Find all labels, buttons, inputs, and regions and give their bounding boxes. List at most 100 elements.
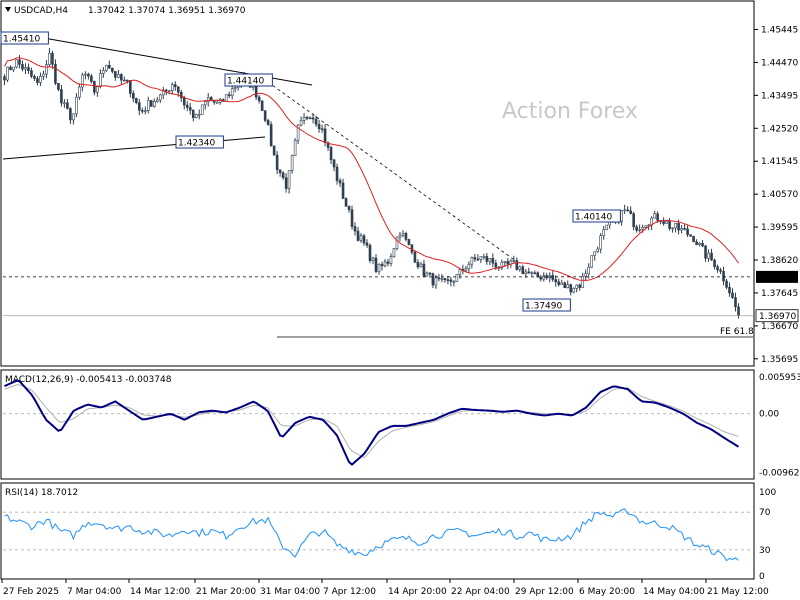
candle — [170, 82, 174, 95]
candle — [320, 124, 324, 133]
price-tick-label: 1.43495 — [761, 91, 798, 101]
candle — [111, 67, 114, 74]
candle-body — [45, 64, 48, 75]
candle — [650, 216, 653, 231]
candle-body — [464, 268, 468, 271]
candle-body — [18, 59, 21, 65]
candle — [218, 97, 222, 105]
time-tick-label: 6 May 20:00 — [579, 587, 635, 597]
candle — [413, 250, 417, 263]
candle — [485, 252, 489, 265]
candle-body — [692, 235, 695, 243]
candle — [518, 265, 522, 272]
candle-body — [602, 229, 605, 237]
time-tick-label: 31 Mar 04:00 — [260, 587, 320, 597]
candle-body — [686, 228, 689, 235]
candle-body — [374, 257, 378, 272]
candle — [263, 110, 267, 123]
candle — [533, 270, 537, 275]
candle-body — [48, 52, 51, 65]
candle — [173, 81, 177, 91]
candle — [203, 100, 207, 110]
candle — [191, 109, 195, 122]
candle-body — [500, 262, 504, 269]
candle — [395, 236, 399, 251]
candle-body — [557, 281, 561, 285]
moving-average-line — [4, 57, 739, 281]
dropdown-triangle-icon[interactable] — [5, 7, 11, 12]
candle-body — [662, 221, 665, 224]
candle-body — [353, 226, 357, 232]
candle — [42, 70, 45, 80]
candle — [66, 98, 69, 110]
candle-body — [671, 227, 674, 230]
candle-body — [176, 86, 180, 93]
candle-body — [57, 83, 60, 90]
candle-body — [27, 67, 30, 71]
candle-body — [593, 251, 596, 256]
candle — [281, 171, 285, 180]
macd-panel-frame — [0, 369, 755, 480]
candle — [488, 258, 492, 265]
candle — [335, 163, 339, 185]
candle-body — [704, 245, 707, 259]
trendlines — [2, 36, 521, 265]
rsi-tick-label: 30 — [759, 546, 771, 556]
candle — [227, 91, 231, 99]
candle — [257, 95, 261, 104]
candle-body — [641, 227, 644, 230]
candle-body — [293, 139, 297, 156]
candle-body — [455, 274, 459, 282]
candle-body — [713, 259, 716, 267]
candle-body — [138, 102, 141, 111]
candle-body — [656, 213, 659, 221]
candle-body — [431, 273, 435, 286]
candle — [416, 259, 420, 269]
watermark: Action Forex — [502, 99, 638, 124]
candle-body — [467, 263, 471, 269]
candle — [293, 138, 297, 156]
candle-body — [90, 75, 93, 82]
candle — [6, 66, 9, 83]
candle — [713, 258, 716, 270]
candle-body — [539, 276, 543, 280]
candle-body — [425, 272, 429, 277]
candle-body — [491, 258, 495, 264]
candle-body — [707, 252, 710, 259]
candle — [623, 204, 626, 215]
rsi-tick-label: 100 — [759, 488, 776, 498]
price-annotations: 1.45410 1.44140 1.42340 1.40140 1.37490 — [0, 31, 621, 312]
candle — [260, 100, 264, 111]
candle — [72, 113, 75, 125]
candle-body — [284, 177, 288, 189]
candle-body — [185, 104, 189, 108]
candle-body — [530, 272, 534, 275]
macd-line — [4, 379, 740, 466]
candle — [686, 225, 689, 237]
candle — [152, 98, 156, 108]
candle-body — [260, 100, 264, 111]
candle — [18, 55, 21, 69]
candle — [662, 217, 665, 226]
candle-body — [599, 235, 602, 250]
candle-body — [126, 79, 129, 82]
candle-body — [344, 198, 348, 207]
candle — [39, 72, 42, 86]
candle — [665, 220, 668, 224]
candle-body — [179, 91, 183, 99]
candle — [701, 239, 704, 248]
candle — [75, 93, 78, 118]
candle — [587, 263, 591, 279]
candle-body — [114, 71, 117, 78]
candle-body — [191, 109, 195, 118]
candle — [674, 223, 677, 233]
candle-body — [629, 210, 632, 214]
candle — [512, 255, 516, 264]
candle-body — [263, 110, 267, 121]
candle-body — [149, 100, 153, 107]
candle — [719, 267, 722, 275]
candle-body — [437, 277, 441, 280]
candle — [353, 222, 357, 236]
candle — [539, 275, 543, 282]
candle-body — [314, 118, 318, 125]
